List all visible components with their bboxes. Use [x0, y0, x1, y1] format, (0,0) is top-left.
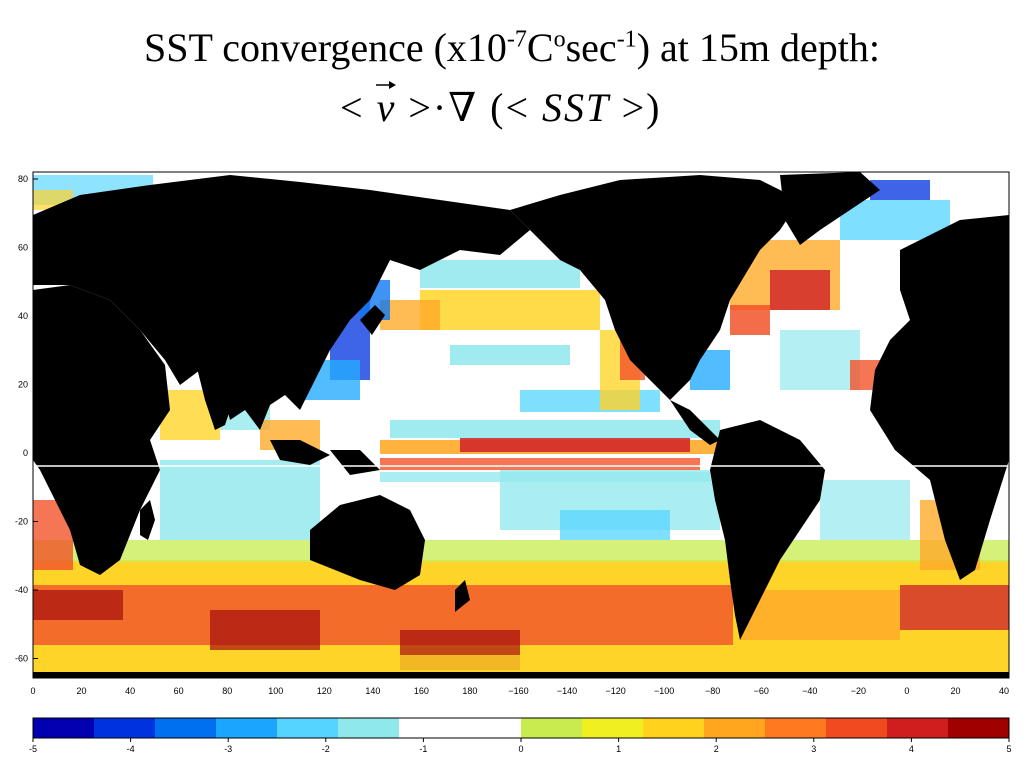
x-tick-label: −120: [605, 686, 625, 696]
x-tick-label: 40: [125, 686, 135, 696]
colorbar-tick-label: 2: [714, 744, 719, 754]
colorbar-segment: [643, 718, 705, 738]
colorbar-tick-label: -5: [29, 744, 37, 754]
x-tick-label: 20: [950, 686, 960, 696]
colorbar-tick-label: -3: [224, 744, 232, 754]
x-tick-label: −20: [851, 686, 866, 696]
x-tick-label: 140: [365, 686, 380, 696]
colorbar-segment: [887, 718, 949, 738]
colorbar-segment: [277, 718, 339, 738]
colorbar-segment: [521, 718, 583, 738]
colorbar-tick-label: -2: [322, 744, 330, 754]
colorbar-segment: [460, 718, 522, 738]
title-text: SST convergence (x10: [144, 25, 507, 70]
y-tick-label: 60: [18, 243, 28, 253]
colorbar-segment: [33, 718, 95, 738]
x-tick-label: 40: [999, 686, 1009, 696]
y-tick-label: -40: [15, 585, 28, 595]
formula-rparen: ): [646, 85, 662, 130]
colorbar-segment: [338, 718, 400, 738]
title-exponent-2: -1: [616, 26, 637, 53]
colorbar-tick-label: -4: [127, 744, 135, 754]
x-tick-label: 0: [904, 686, 909, 696]
formula-lparen: (: [490, 85, 506, 130]
x-tick-label: −40: [802, 686, 817, 696]
formula-lt2: <: [505, 85, 531, 130]
x-tick-label: 160: [414, 686, 429, 696]
colorbar-segment: [155, 718, 217, 738]
land-mask: [33, 172, 1009, 678]
colorbar-segment: [704, 718, 766, 738]
x-tick-label: −80: [705, 686, 720, 696]
x-tick-label: 20: [77, 686, 87, 696]
colorbar: [33, 718, 1010, 738]
colorbar-segment: [399, 718, 461, 738]
y-tick-label: -20: [15, 517, 28, 527]
colorbar-tick-label: 1: [616, 744, 621, 754]
colorbar-ticks: -5 -4 -3 -2 -1 0 1 2 3 4 5: [29, 738, 1012, 754]
x-tick-label: 180: [462, 686, 477, 696]
x-tick-label: 120: [317, 686, 332, 696]
x-tick-label: −140: [557, 686, 577, 696]
colorbar-tick-label: 4: [909, 744, 914, 754]
title-unit: C: [526, 25, 554, 70]
colorbar-segment: [948, 718, 1010, 738]
x-tick-label: 80: [222, 686, 232, 696]
formula-gt2: >: [621, 85, 647, 130]
map-plot-area: [33, 172, 1009, 678]
map-frame: [32, 171, 1010, 679]
formula-vector-v: v: [375, 81, 409, 130]
y-tick-label: 40: [18, 311, 28, 321]
colorbar-segment: [94, 718, 156, 738]
colorbar-tick-label: 5: [1006, 744, 1011, 754]
vector-arrow-icon: [375, 81, 396, 89]
title-exponent-1: -7: [506, 26, 527, 53]
formula-v: v: [376, 85, 397, 130]
formula-sst: SST: [542, 85, 610, 130]
x-tick-label: −60: [754, 686, 769, 696]
title-degree: o: [553, 26, 566, 53]
colorbar-tick-label: 3: [811, 744, 816, 754]
formula-dot: ·: [432, 85, 449, 130]
y-axis: 80 60 40 20 0 -20 -40 -60: [15, 174, 38, 664]
colorbar-tick-label: 0: [518, 744, 523, 754]
title-tail: ) at 15m depth:: [636, 25, 880, 70]
y-tick-label: 0: [23, 448, 28, 458]
nabla-icon: ∇: [448, 85, 479, 130]
y-tick-label: 20: [18, 380, 28, 390]
formula-gt: >: [408, 85, 433, 130]
x-tick-label: −160: [508, 686, 528, 696]
formula-lt: <: [340, 85, 365, 130]
y-tick-label: 80: [18, 174, 28, 184]
x-tick-label: 100: [268, 686, 283, 696]
title-sec: sec: [565, 25, 617, 70]
formula: < v >·∇ (< SST >): [340, 81, 662, 131]
y-tick-label: -60: [15, 654, 28, 664]
colorbar-segment: [216, 718, 278, 738]
x-tick-label: 60: [174, 686, 184, 696]
colorbar-segment: [826, 718, 888, 738]
x-tick-label: 0: [30, 686, 35, 696]
figure-title: SST convergence (x10-7Cosec-1) at 15m de…: [0, 24, 1024, 71]
colorbar-segment: [582, 718, 644, 738]
x-tick-label: −100: [654, 686, 674, 696]
colorbar-segment: [765, 718, 827, 738]
colorbar-tick-label: -1: [419, 744, 427, 754]
x-axis: 0 20 40 60 80 100 120 140 160 180 −160 −140 −120 −100…: [30, 673, 1009, 696]
